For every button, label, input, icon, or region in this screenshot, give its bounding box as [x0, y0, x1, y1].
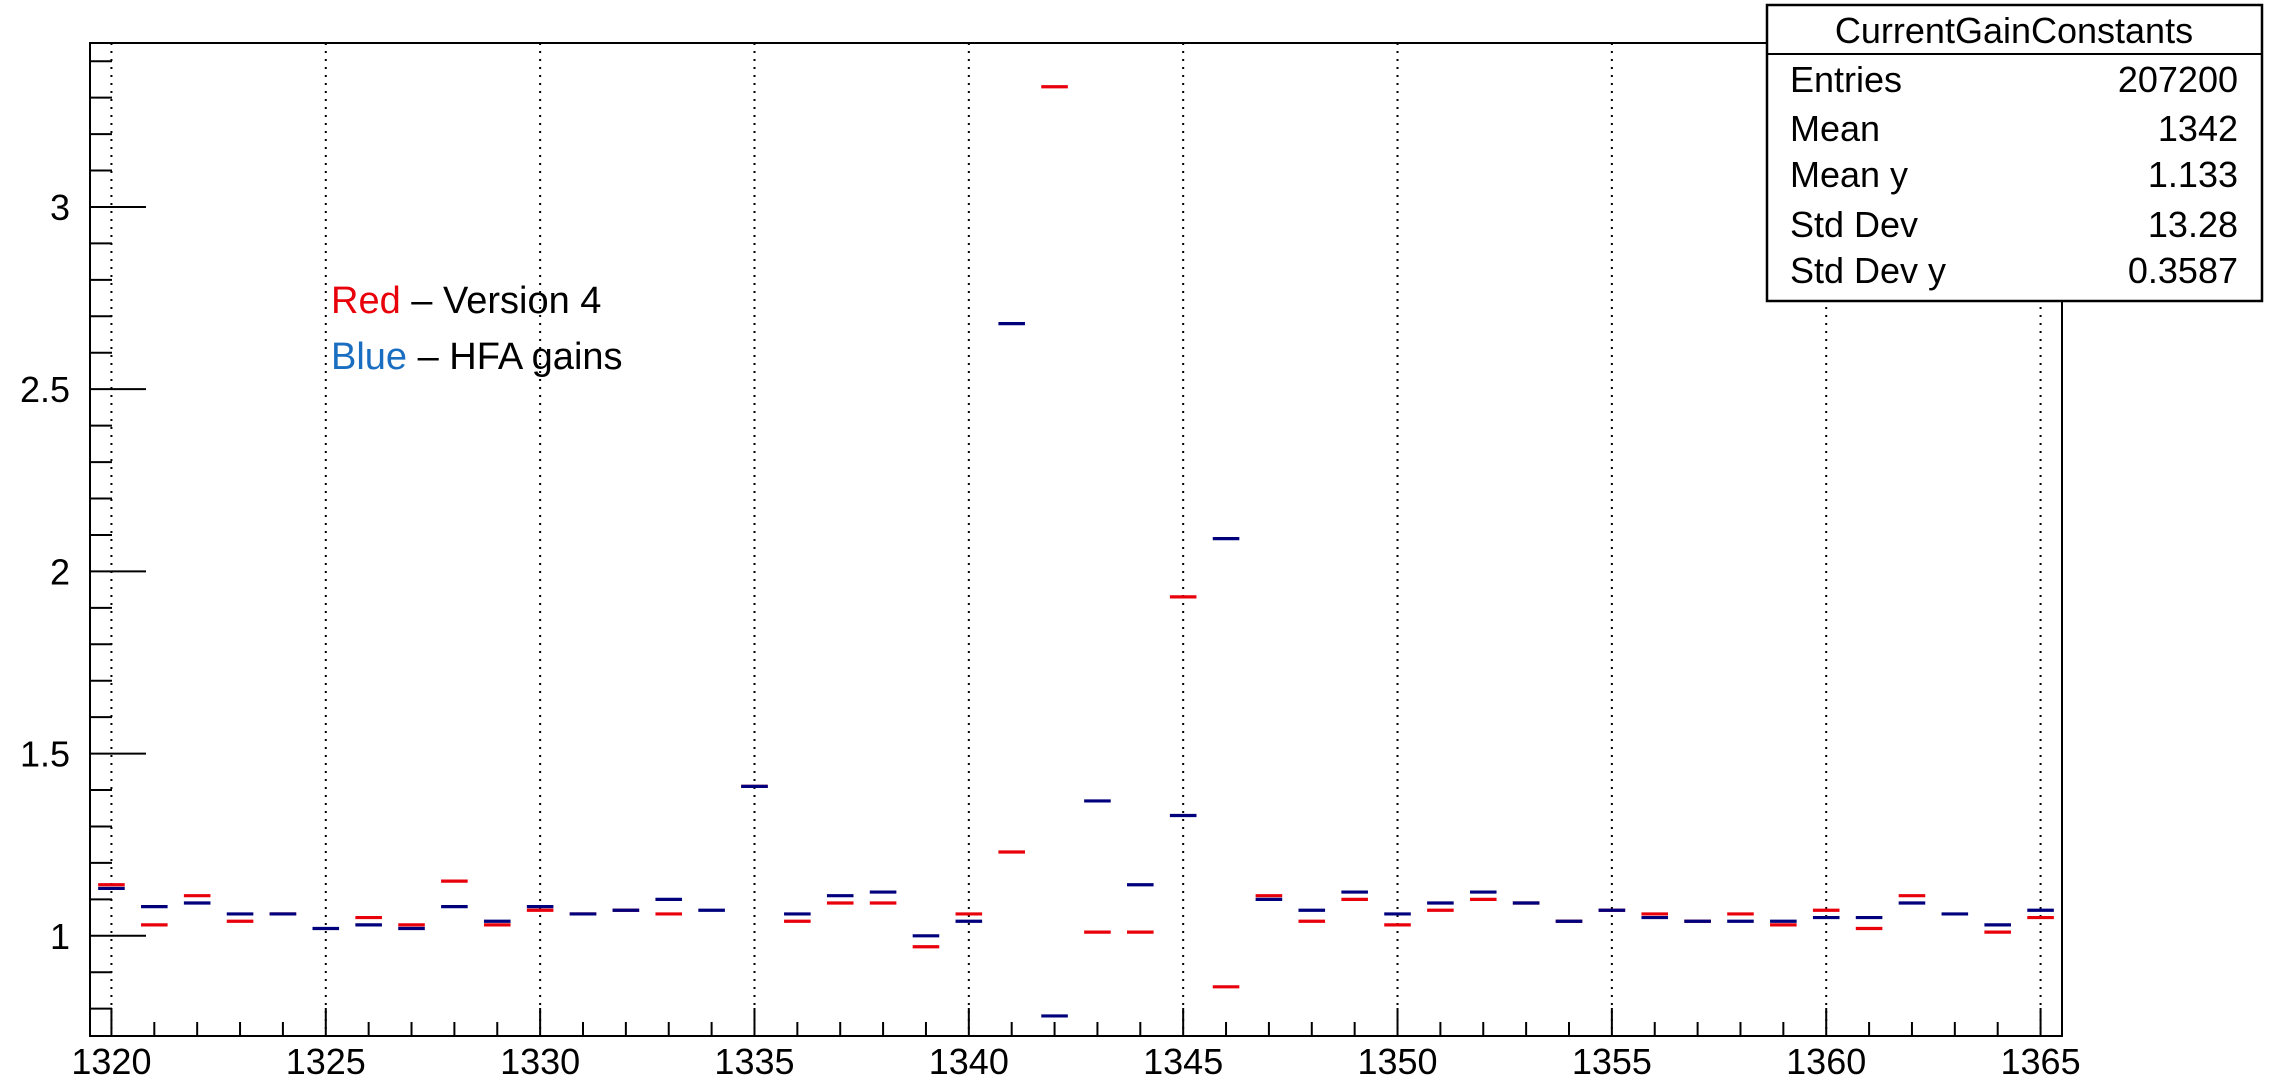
- annotation-red-text: – Version 4: [401, 280, 602, 322]
- stats-label-std-dev-y: Std Dev y: [1790, 250, 1946, 291]
- x-tick-label: 1350: [1357, 1041, 1437, 1079]
- stats-value-std-dev: 13.28: [2148, 204, 2238, 245]
- stats-label-entries: Entries: [1790, 59, 1902, 100]
- y-tick-label: 3: [50, 187, 70, 228]
- grid-lines: [110, 43, 2042, 1036]
- x-tick-label: 1320: [71, 1041, 151, 1079]
- stats-value-mean-y: 1.133: [2148, 154, 2238, 195]
- axis-ticks: 1320 1325 1330 1335 1340 1345 1350 1355 1360 1365…: [20, 60, 2081, 1079]
- stats-box-title: CurrentGainConstants: [1835, 10, 2193, 51]
- x-tick-label: 1360: [1786, 1041, 1866, 1079]
- stats-label-mean-y: Mean y: [1790, 154, 1908, 195]
- y-tick-label: 2: [50, 551, 70, 592]
- series-blue: [98, 321, 2054, 1018]
- series-red: [98, 85, 2054, 989]
- annotation-red-color-word: Red: [331, 280, 401, 322]
- x-tick-label: 1325: [286, 1041, 366, 1079]
- x-tick-label: 1335: [714, 1041, 794, 1079]
- stats-value-std-dev-y: 0.3587: [2128, 250, 2238, 291]
- x-tick-label: 1355: [1572, 1041, 1652, 1079]
- x-tick-label: 1365: [2001, 1041, 2081, 1079]
- annotation-blue-color-word: Blue: [331, 336, 407, 378]
- x-tick-label: 1340: [929, 1041, 1009, 1079]
- axes: [89, 42, 2063, 1037]
- stats-value-mean: 1342: [2158, 108, 2238, 149]
- stats-label-mean: Mean: [1790, 108, 1880, 149]
- stats-label-std-dev: Std Dev: [1790, 204, 1918, 245]
- data-series: [98, 85, 2054, 1018]
- annotation-blue-text: – HFA gains: [407, 336, 622, 378]
- annotation-blue: Blue – HFA gains: [331, 336, 623, 378]
- y-tick-label: 1: [50, 916, 70, 957]
- legend-annotation: Red – Version 4 Blue – HFA gains: [331, 280, 623, 378]
- stats-box: CurrentGainConstants Entries 207200 Mean…: [1765, 3, 2264, 303]
- x-tick-label: 1345: [1143, 1041, 1223, 1079]
- x-tick-label: 1330: [500, 1041, 580, 1079]
- annotation-red: Red – Version 4: [331, 280, 601, 322]
- y-tick-label: 1.5: [20, 734, 70, 775]
- stats-value-entries: 207200: [2118, 59, 2238, 100]
- plot-frame: [89, 42, 2063, 1037]
- y-tick-label: 2.5: [20, 369, 70, 410]
